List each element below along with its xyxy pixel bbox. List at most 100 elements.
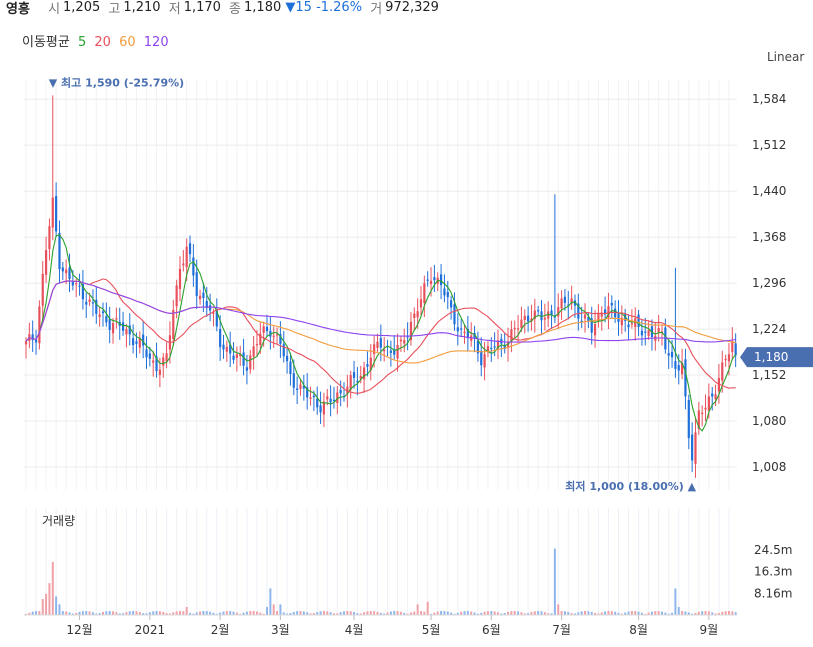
candle-body — [624, 314, 627, 321]
candle-body — [229, 344, 232, 354]
volume-bar — [142, 613, 145, 615]
volume-bar — [396, 611, 399, 615]
volume-bar — [326, 611, 329, 615]
candle-body — [132, 338, 135, 346]
candle-body — [620, 317, 623, 326]
candle-body — [262, 326, 265, 333]
candle-body — [523, 315, 526, 320]
volume-bar — [510, 611, 513, 615]
volume-bar — [600, 612, 603, 615]
candle-body — [711, 393, 714, 397]
volume-bar — [245, 611, 248, 615]
candle-body — [670, 351, 674, 358]
volume-bar — [463, 611, 466, 615]
volume-bar — [302, 611, 305, 615]
volume-bar — [446, 611, 449, 615]
volume-bar — [537, 611, 540, 615]
candle-body — [419, 299, 423, 308]
volume-bar — [68, 612, 71, 615]
volume-bar — [430, 613, 433, 615]
candle-body — [563, 296, 567, 303]
volume-bar — [567, 612, 570, 615]
volume-bar — [667, 613, 670, 615]
candle-body — [275, 334, 279, 336]
ma-120-label[interactable]: 120 — [143, 35, 169, 50]
moving-average-legend[interactable]: 이동평균 5 20 60 120 — [22, 31, 173, 50]
volume-bar — [28, 612, 31, 615]
candle-body — [429, 280, 433, 285]
price-tick-label: 1,224 — [752, 322, 786, 336]
volume-bar — [393, 611, 396, 615]
volume-bar — [168, 613, 171, 615]
volume-bar — [155, 611, 158, 615]
volume-bar — [513, 611, 516, 615]
volume-bar — [587, 611, 590, 615]
ma-20-label[interactable]: 20 — [94, 35, 111, 50]
volume-bar — [460, 611, 463, 615]
open-label: 시 — [48, 2, 61, 17]
candle-body — [580, 320, 583, 323]
volume-bar — [607, 611, 610, 615]
candle-body — [503, 344, 506, 350]
candle-body — [439, 274, 443, 286]
candle-body — [466, 328, 469, 339]
volume-bar — [209, 611, 212, 615]
volume-bar — [644, 613, 647, 615]
volume-bar — [165, 613, 168, 615]
volume-bar — [279, 604, 282, 615]
volume-bar — [235, 612, 238, 615]
current-price-tag — [740, 347, 813, 368]
volume-bar — [276, 611, 279, 615]
volume-bar — [664, 612, 667, 615]
candle-body — [188, 243, 192, 255]
candle-body — [724, 358, 727, 361]
volume-tick-label: 24.5m — [754, 543, 792, 557]
candle-body — [205, 301, 208, 309]
candle-body — [61, 267, 64, 272]
volume-bar — [289, 612, 292, 615]
candle-body — [373, 344, 376, 355]
scale-mode-toggle[interactable]: Linear — [767, 50, 805, 64]
ma-5-label[interactable]: 5 — [77, 35, 87, 50]
ma-legend-label: 이동평균 — [22, 35, 70, 50]
volume-bar — [527, 613, 530, 615]
volume-bar — [266, 607, 269, 615]
candle-body — [302, 385, 305, 389]
volume-bar — [570, 613, 573, 615]
candle-body — [657, 328, 660, 332]
volume-bar — [466, 611, 469, 615]
candle-body — [31, 334, 34, 341]
volume-bar — [269, 588, 272, 615]
candle-body — [48, 226, 51, 250]
volume-bar — [654, 611, 657, 615]
volume-bar — [112, 611, 115, 615]
volume-bar — [436, 611, 439, 615]
volume-bar — [158, 611, 161, 615]
ma-60-label[interactable]: 60 — [119, 35, 136, 50]
volume-bar — [125, 612, 128, 615]
volume-bar — [363, 612, 366, 615]
candle-body — [309, 397, 312, 399]
candle-body — [81, 283, 85, 300]
volume-bar — [292, 611, 295, 615]
volume-bar — [389, 611, 392, 615]
volume-bar — [640, 612, 643, 615]
volume-bar — [346, 611, 349, 615]
candle-body — [533, 310, 536, 319]
volume-bar — [456, 612, 459, 615]
volume-bar — [192, 613, 195, 615]
candle-body — [212, 312, 215, 314]
volume-bar — [38, 611, 41, 615]
volume-bar — [319, 611, 322, 615]
volume-bar — [45, 593, 48, 615]
change-value: 15 — [295, 0, 312, 15]
candle-body — [138, 338, 141, 348]
volume-bar — [132, 611, 135, 615]
candle-body — [121, 322, 125, 331]
close-label: 종 — [229, 2, 242, 17]
volume-bar — [500, 613, 503, 615]
volume-bar — [717, 613, 720, 615]
candle-body — [165, 353, 168, 362]
candle-body — [610, 302, 613, 306]
